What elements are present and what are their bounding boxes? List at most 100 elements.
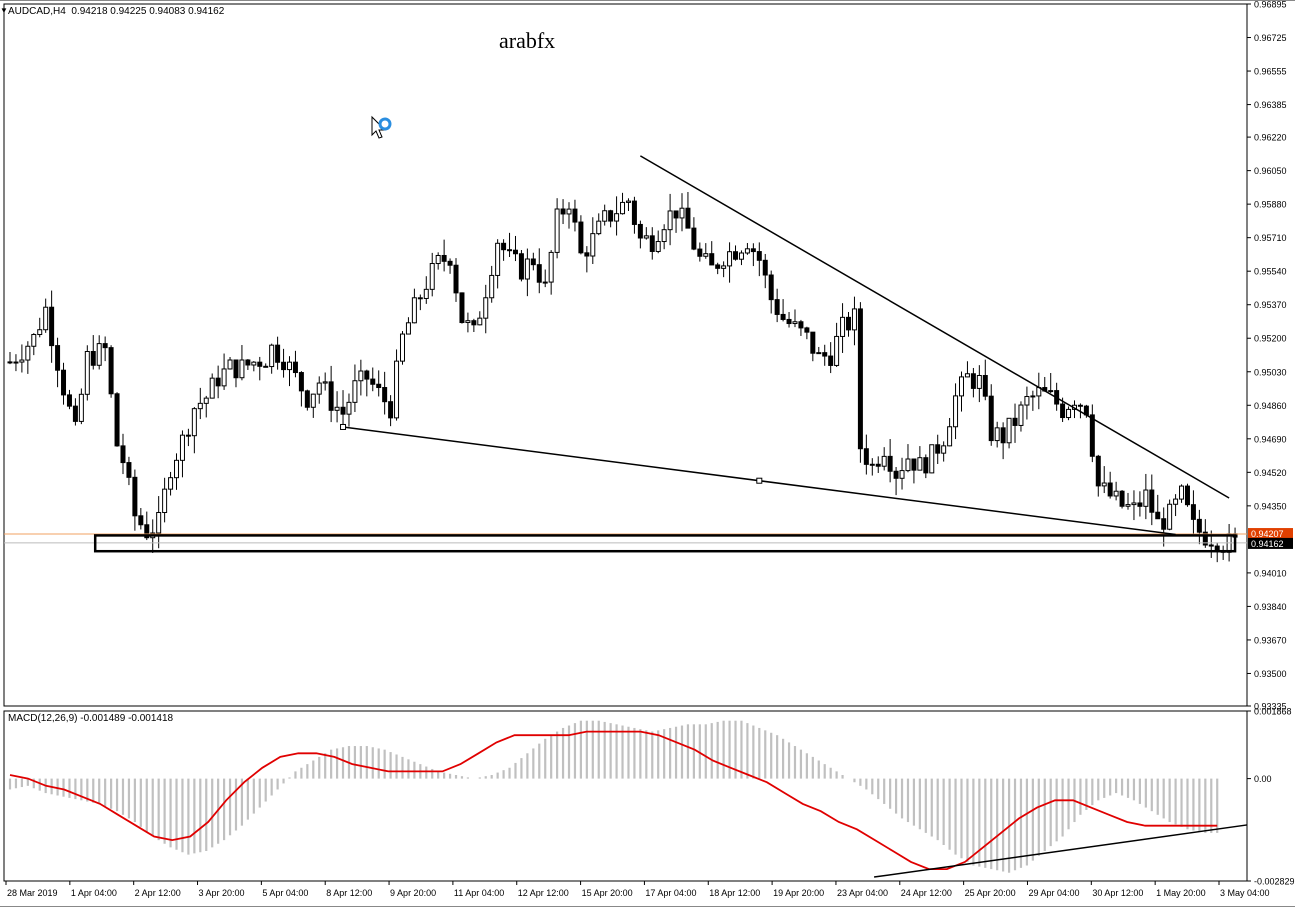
candle xyxy=(1012,403,1018,443)
bear-candle-body xyxy=(786,318,792,325)
bull-candle-body xyxy=(251,361,257,366)
candle xyxy=(221,353,227,390)
bull-candle-body xyxy=(19,359,25,363)
bear-candle-body xyxy=(828,355,834,366)
candle xyxy=(923,454,929,479)
y-tick-label: 0.93335 xyxy=(1254,702,1287,712)
bull-candle-body xyxy=(596,220,602,235)
bear-candle-body xyxy=(709,253,715,266)
candle xyxy=(66,389,72,410)
candle xyxy=(572,199,578,232)
candle xyxy=(840,303,846,353)
candle xyxy=(31,333,37,356)
bear-candle-body xyxy=(298,372,304,392)
bear-candle-body xyxy=(530,258,536,266)
candle xyxy=(239,345,245,381)
bid-price-label: 0.94207 xyxy=(1251,529,1284,539)
candle xyxy=(394,349,400,421)
candle xyxy=(1184,483,1190,507)
candle xyxy=(61,362,67,405)
candle xyxy=(346,393,352,427)
watermark-text: arabfx xyxy=(499,28,556,53)
x-tick-label: 25 Apr 20:00 xyxy=(965,888,1016,898)
candle xyxy=(530,252,536,271)
bear-candle-body xyxy=(102,343,108,349)
candle xyxy=(429,252,435,297)
candle xyxy=(1000,422,1006,460)
candle xyxy=(1107,471,1113,499)
bear-candle-body xyxy=(649,235,655,252)
y-tick-label: 0.95540 xyxy=(1254,267,1287,277)
candle xyxy=(25,341,31,374)
bear-candle-body xyxy=(1161,518,1167,530)
candle xyxy=(958,371,964,412)
bear-candle-body xyxy=(257,361,263,367)
bid-price-label-bg xyxy=(1248,528,1293,540)
bear-candle-body xyxy=(281,361,287,371)
bull-candle-body xyxy=(542,281,548,284)
bear-candle-body xyxy=(512,249,518,255)
candle xyxy=(203,395,209,418)
candle xyxy=(691,217,697,251)
bear-candle-body xyxy=(144,524,150,539)
bull-candle-body xyxy=(227,359,233,370)
candle xyxy=(257,356,263,381)
bull-candle-body xyxy=(994,427,1000,442)
bear-candle-body xyxy=(55,345,61,371)
candle xyxy=(13,354,19,372)
macd-y-tick-label: 0.00 xyxy=(1254,774,1272,784)
bull-candle-body xyxy=(13,361,19,364)
macd-header: MACD(12,26,9) -0.001489 -0.001418 xyxy=(8,713,174,724)
bear-candle-body xyxy=(7,361,13,364)
candle xyxy=(156,496,162,549)
bull-candle-body xyxy=(239,359,245,379)
bull-candle-body xyxy=(620,201,626,215)
candle xyxy=(328,365,334,423)
bull-candle-body xyxy=(1024,396,1030,406)
y-tick-label: 0.94520 xyxy=(1254,468,1287,478)
bear-candle-body xyxy=(863,448,869,465)
bull-candle-body xyxy=(917,457,923,471)
candle xyxy=(655,230,661,254)
bear-candle-body xyxy=(49,306,55,347)
candle xyxy=(1155,494,1161,520)
bull-candle-body xyxy=(84,351,90,395)
candle xyxy=(197,387,203,420)
candle xyxy=(507,232,513,257)
candle xyxy=(287,356,293,387)
candle xyxy=(382,371,388,415)
candle xyxy=(1149,474,1155,526)
candle xyxy=(84,345,90,401)
candle xyxy=(388,395,394,427)
candle xyxy=(269,343,275,374)
candle xyxy=(715,262,721,275)
bear-candle-body xyxy=(453,264,459,294)
bear-candle-body xyxy=(185,434,191,437)
bear-candle-body xyxy=(328,381,334,411)
x-tick-label: 5 Apr 04:00 xyxy=(262,888,308,898)
candle xyxy=(614,196,620,236)
candle xyxy=(810,331,816,362)
bear-candle-body xyxy=(631,200,637,225)
bear-candle-body xyxy=(798,321,804,329)
candle xyxy=(828,342,834,374)
bull-candle-body xyxy=(162,488,168,514)
candle xyxy=(608,209,614,228)
candle xyxy=(489,265,495,303)
candle xyxy=(554,198,560,259)
candle xyxy=(733,245,739,261)
candle xyxy=(524,248,530,297)
triangle-down-icon[interactable]: ▼ xyxy=(0,6,8,15)
candle xyxy=(762,253,768,289)
candle xyxy=(857,302,863,463)
bull-candle-body xyxy=(899,470,905,479)
candle xyxy=(1036,372,1042,410)
y-tick-label: 0.96050 xyxy=(1254,166,1287,176)
x-tick-label: 11 Apr 04:00 xyxy=(454,888,504,898)
candle xyxy=(1119,490,1125,509)
candle xyxy=(667,193,673,246)
bull-candle-body xyxy=(1006,417,1012,444)
bear-candle-body xyxy=(1119,490,1125,507)
